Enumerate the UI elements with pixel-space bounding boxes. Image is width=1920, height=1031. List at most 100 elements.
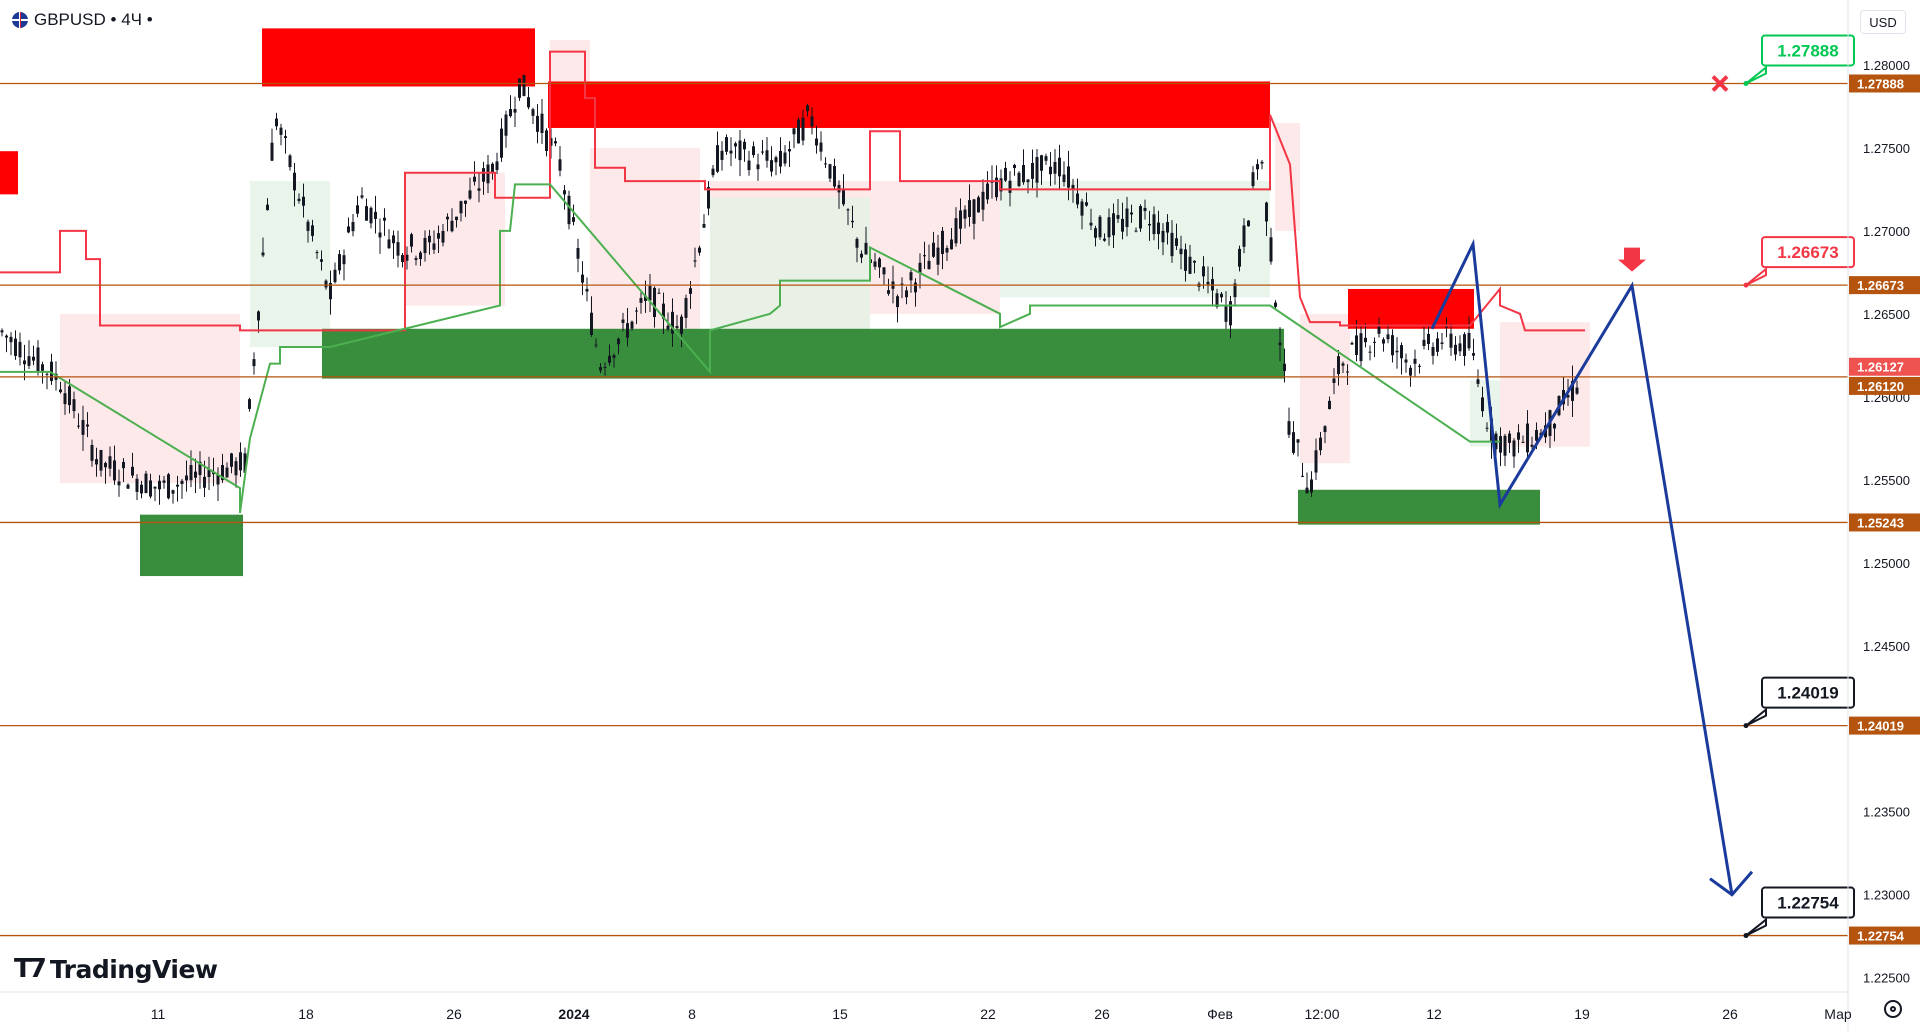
candle-body <box>1400 345 1403 359</box>
candle-body <box>918 262 922 274</box>
candle-body <box>1179 248 1183 255</box>
callout-anchor-dot <box>1743 933 1749 939</box>
candle-body <box>387 239 391 249</box>
support-shade <box>250 181 330 348</box>
candle-body <box>1526 423 1529 453</box>
candle-body <box>1116 215 1120 219</box>
candle-body <box>1517 432 1520 440</box>
candle-body <box>1413 358 1417 364</box>
candle-body <box>747 160 751 171</box>
price-label-text: 1.27888 <box>1857 76 1904 91</box>
candle-body <box>527 97 530 108</box>
candle-body <box>108 456 112 469</box>
candle-body <box>783 152 787 164</box>
candle-body <box>594 344 598 346</box>
candle-body <box>1499 436 1502 453</box>
candle-body <box>1269 237 1273 262</box>
candle-body <box>284 136 287 138</box>
callout-box <box>1761 236 1855 269</box>
candle-body <box>1485 427 1489 429</box>
candle-body <box>945 248 949 253</box>
candle-body <box>1166 222 1169 233</box>
candle-body <box>900 283 904 286</box>
candle-body <box>882 267 886 275</box>
symbol-header[interactable]: GBPUSD • 4Ч • <box>0 0 153 40</box>
candle-body <box>1359 333 1363 362</box>
sell-arrow-icon <box>1618 247 1646 272</box>
candle-body <box>1080 201 1084 216</box>
candle-body <box>896 296 899 308</box>
supply-zone <box>0 151 18 195</box>
candle-body <box>482 168 485 182</box>
candle-body <box>491 163 494 173</box>
candle-body <box>927 260 931 270</box>
candle-body <box>122 461 125 469</box>
candle-body <box>207 469 211 477</box>
candle-body <box>1121 218 1124 232</box>
candle-body <box>914 282 917 293</box>
time-tick-label: 8 <box>688 1006 696 1022</box>
candle-body <box>1139 206 1142 229</box>
price-axis[interactable]: 1.280001.275001.270001.265001.260001.255… <box>1847 0 1920 1031</box>
candle-body <box>819 142 823 152</box>
candle-body <box>1130 212 1133 215</box>
resistance-shade <box>1275 122 1300 231</box>
candle-body <box>500 128 503 158</box>
candle-body <box>626 323 629 338</box>
candle-body <box>815 138 818 146</box>
callout-anchor-dot <box>1743 723 1749 729</box>
candle-body <box>612 355 616 358</box>
candle-body <box>1373 341 1376 343</box>
price-label-text: 1.26120 <box>1857 379 1904 394</box>
candle-body <box>63 393 67 405</box>
candle-body <box>1377 324 1381 334</box>
candle-body <box>477 188 481 191</box>
price-tick-label: 1.24500 <box>1863 639 1910 654</box>
candle-body <box>725 137 728 152</box>
symbol-title[interactable]: GBPUSD • 4Ч • <box>34 10 153 29</box>
candle-body <box>1161 230 1165 243</box>
candle-body <box>347 226 350 233</box>
candle-body <box>126 484 130 489</box>
candle-body <box>1283 363 1286 371</box>
resistance-shade <box>405 172 505 306</box>
callout-label: 1.26673 <box>1777 243 1838 262</box>
price-tick-label: 1.23500 <box>1863 805 1910 820</box>
candle-body <box>950 239 953 250</box>
candle-body <box>423 237 427 254</box>
candle-body <box>216 475 220 485</box>
candle-body <box>567 195 571 225</box>
candle-body <box>1553 423 1556 429</box>
candle-body <box>648 286 652 301</box>
candle-body <box>14 338 17 356</box>
price-label-box <box>1849 716 1920 735</box>
price-tick-label: 1.26500 <box>1863 307 1910 322</box>
currency-button[interactable]: USD <box>1860 10 1906 34</box>
candle-body <box>257 311 260 321</box>
demand-zone <box>1298 489 1540 525</box>
candle-body <box>522 74 526 96</box>
candle-body <box>171 490 175 494</box>
candle-body <box>450 220 454 232</box>
time-tick-label: 26 <box>1094 1006 1110 1022</box>
price-label-box <box>1849 926 1920 945</box>
candle-body <box>801 117 805 141</box>
candle-body <box>1458 343 1462 352</box>
candle-body <box>455 216 458 221</box>
candle-body <box>419 252 422 260</box>
candle-body <box>545 130 548 151</box>
chart-plot-area[interactable]: 1.27888 1.26673 1.24019 1.22754 <box>0 28 1855 939</box>
candle-body <box>50 361 53 381</box>
candle-body <box>1355 335 1358 355</box>
candle-body <box>644 295 647 301</box>
time-axis[interactable]: 11 18 26 2024 8 15 22 26 Фев 12:00 12 19 26 Мар <box>0 991 1852 1022</box>
candle-body <box>0 330 4 333</box>
settings-gear-icon[interactable] <box>1884 1000 1902 1018</box>
tradingview-logo[interactable]: ꓔ7 TradingView <box>14 954 218 984</box>
candle-body <box>1148 223 1151 226</box>
price-label-box <box>1849 276 1920 295</box>
candle-body <box>1206 281 1210 285</box>
candle-body <box>1296 439 1300 443</box>
candle-body <box>959 210 962 229</box>
